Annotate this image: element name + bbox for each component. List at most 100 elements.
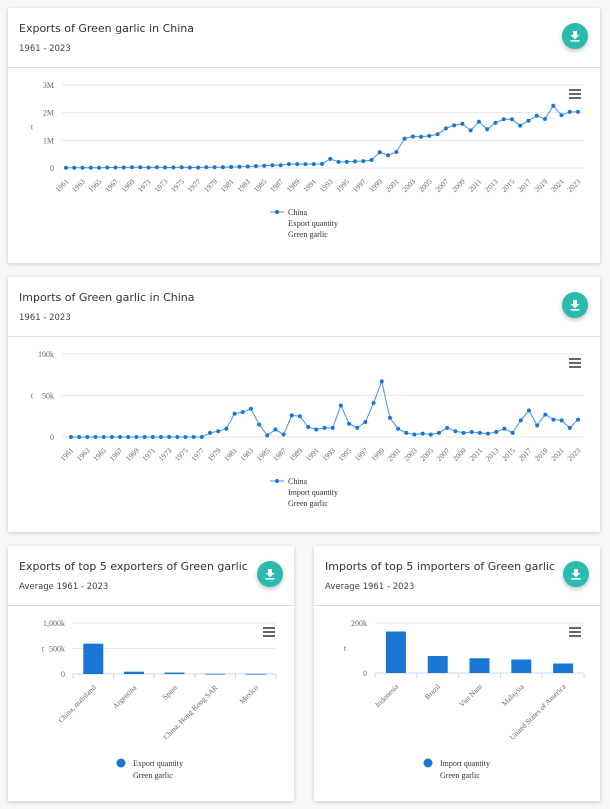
data-point: [77, 435, 82, 439]
download-button[interactable]: [563, 561, 589, 587]
x-tick-label: China, mainland: [56, 683, 98, 725]
data-point: [130, 165, 135, 170]
data-point: [281, 432, 286, 437]
x-tick-label: 1987: [268, 177, 285, 194]
legend-text: Green garlic: [133, 771, 173, 780]
x-tick-label: 1997: [353, 446, 370, 463]
hamburger-menu-icon[interactable]: [569, 627, 581, 637]
data-point: [248, 406, 253, 411]
data-point: [379, 379, 384, 384]
x-tick-label: 2005: [417, 177, 434, 194]
bar: [245, 673, 266, 675]
data-point: [154, 165, 159, 170]
data-point: [85, 435, 90, 439]
data-point: [196, 165, 201, 170]
download-icon: [569, 296, 581, 315]
header-divider: [8, 605, 294, 606]
data-point: [220, 165, 225, 170]
download-icon: [264, 565, 276, 584]
x-tick-label: 2015: [500, 446, 517, 463]
bar: [427, 656, 448, 673]
y-tick-label: 1M: [43, 136, 54, 145]
data-point: [175, 435, 180, 439]
y-tick-label: 0: [363, 669, 367, 678]
x-tick-label: Malaysia: [500, 682, 526, 708]
legend-marker: [275, 479, 279, 483]
download-button[interactable]: [562, 23, 588, 49]
data-point: [163, 165, 168, 170]
data-point: [443, 126, 448, 131]
x-tick-label: Brazil: [423, 682, 442, 701]
data-point: [286, 162, 291, 167]
y-tick-label: 3M: [43, 81, 54, 90]
x-tick-label: 1985: [252, 177, 269, 194]
y-tick-label: 0: [61, 670, 65, 679]
data-point: [551, 103, 556, 108]
data-point: [453, 429, 458, 434]
data-point: [311, 162, 316, 167]
data-point: [485, 127, 490, 132]
data-point: [428, 432, 433, 437]
data-point: [377, 150, 382, 155]
legend-text: Green garlic: [288, 499, 328, 508]
data-point: [262, 163, 267, 168]
data-point: [344, 159, 349, 164]
exporters-bar-chart: 0 500k 1,000k t China, mainland Argentina Spai…: [42, 619, 277, 780]
data-point: [410, 134, 415, 139]
data-point: [270, 163, 275, 168]
data-point: [363, 420, 368, 425]
data-point: [295, 162, 300, 167]
hamburger-menu-icon[interactable]: [569, 358, 581, 368]
data-point: [245, 164, 250, 169]
x-tick-label: 2019: [532, 177, 549, 194]
x-tick-label: 1981: [222, 446, 239, 463]
x-tick-label: 1979: [202, 177, 219, 194]
data-point: [257, 422, 262, 427]
data-point: [371, 400, 376, 405]
data-point: [567, 109, 572, 114]
x-tick-label: 2017: [516, 177, 533, 194]
data-point: [576, 109, 580, 114]
data-point: [126, 435, 131, 439]
data-point: [97, 165, 102, 170]
data-point: [80, 165, 85, 170]
legend-marker: [275, 210, 279, 214]
data-point: [64, 165, 68, 170]
data-point: [420, 431, 425, 436]
download-button[interactable]: [562, 292, 588, 318]
data-point: [273, 427, 278, 432]
x-tick-label: 2019: [533, 446, 550, 463]
data-point: [402, 136, 407, 141]
data-point: [191, 435, 196, 439]
x-tick-label: 1989: [285, 177, 302, 194]
data-point: [118, 435, 123, 439]
data-point: [394, 149, 399, 154]
data-point: [542, 117, 547, 122]
x-tick-label: 1973: [153, 177, 170, 194]
exports-line-chart: 0 1M 2M 3M t 1961 1963 1965 1967 1969 1971 1973 1975…: [31, 81, 583, 239]
card-subtitle: 1961 - 2023: [19, 313, 71, 323]
data-point: [493, 120, 498, 125]
data-point: [551, 417, 556, 422]
data-point: [69, 435, 73, 439]
download-icon: [570, 565, 582, 584]
x-tick-label: Indonesia: [373, 682, 400, 709]
x-tick-label: 1993: [320, 446, 337, 463]
data-point: [113, 165, 118, 170]
data-point: [306, 425, 311, 430]
y-tick-label: 0: [50, 433, 54, 442]
hamburger-menu-icon[interactable]: [263, 627, 275, 637]
data-point: [518, 123, 523, 128]
x-tick-label: 1983: [238, 446, 255, 463]
data-point: [526, 118, 531, 123]
data-point: [322, 425, 327, 430]
card-subtitle: 1961 - 2023: [19, 44, 71, 54]
x-tick-label: 1973: [157, 446, 174, 463]
data-point: [543, 412, 548, 417]
data-point: [105, 165, 110, 170]
hamburger-menu-icon[interactable]: [569, 89, 581, 99]
top-importers-card: Imports of top 5 importers of Green garl…: [314, 546, 600, 801]
download-button[interactable]: [257, 561, 283, 587]
